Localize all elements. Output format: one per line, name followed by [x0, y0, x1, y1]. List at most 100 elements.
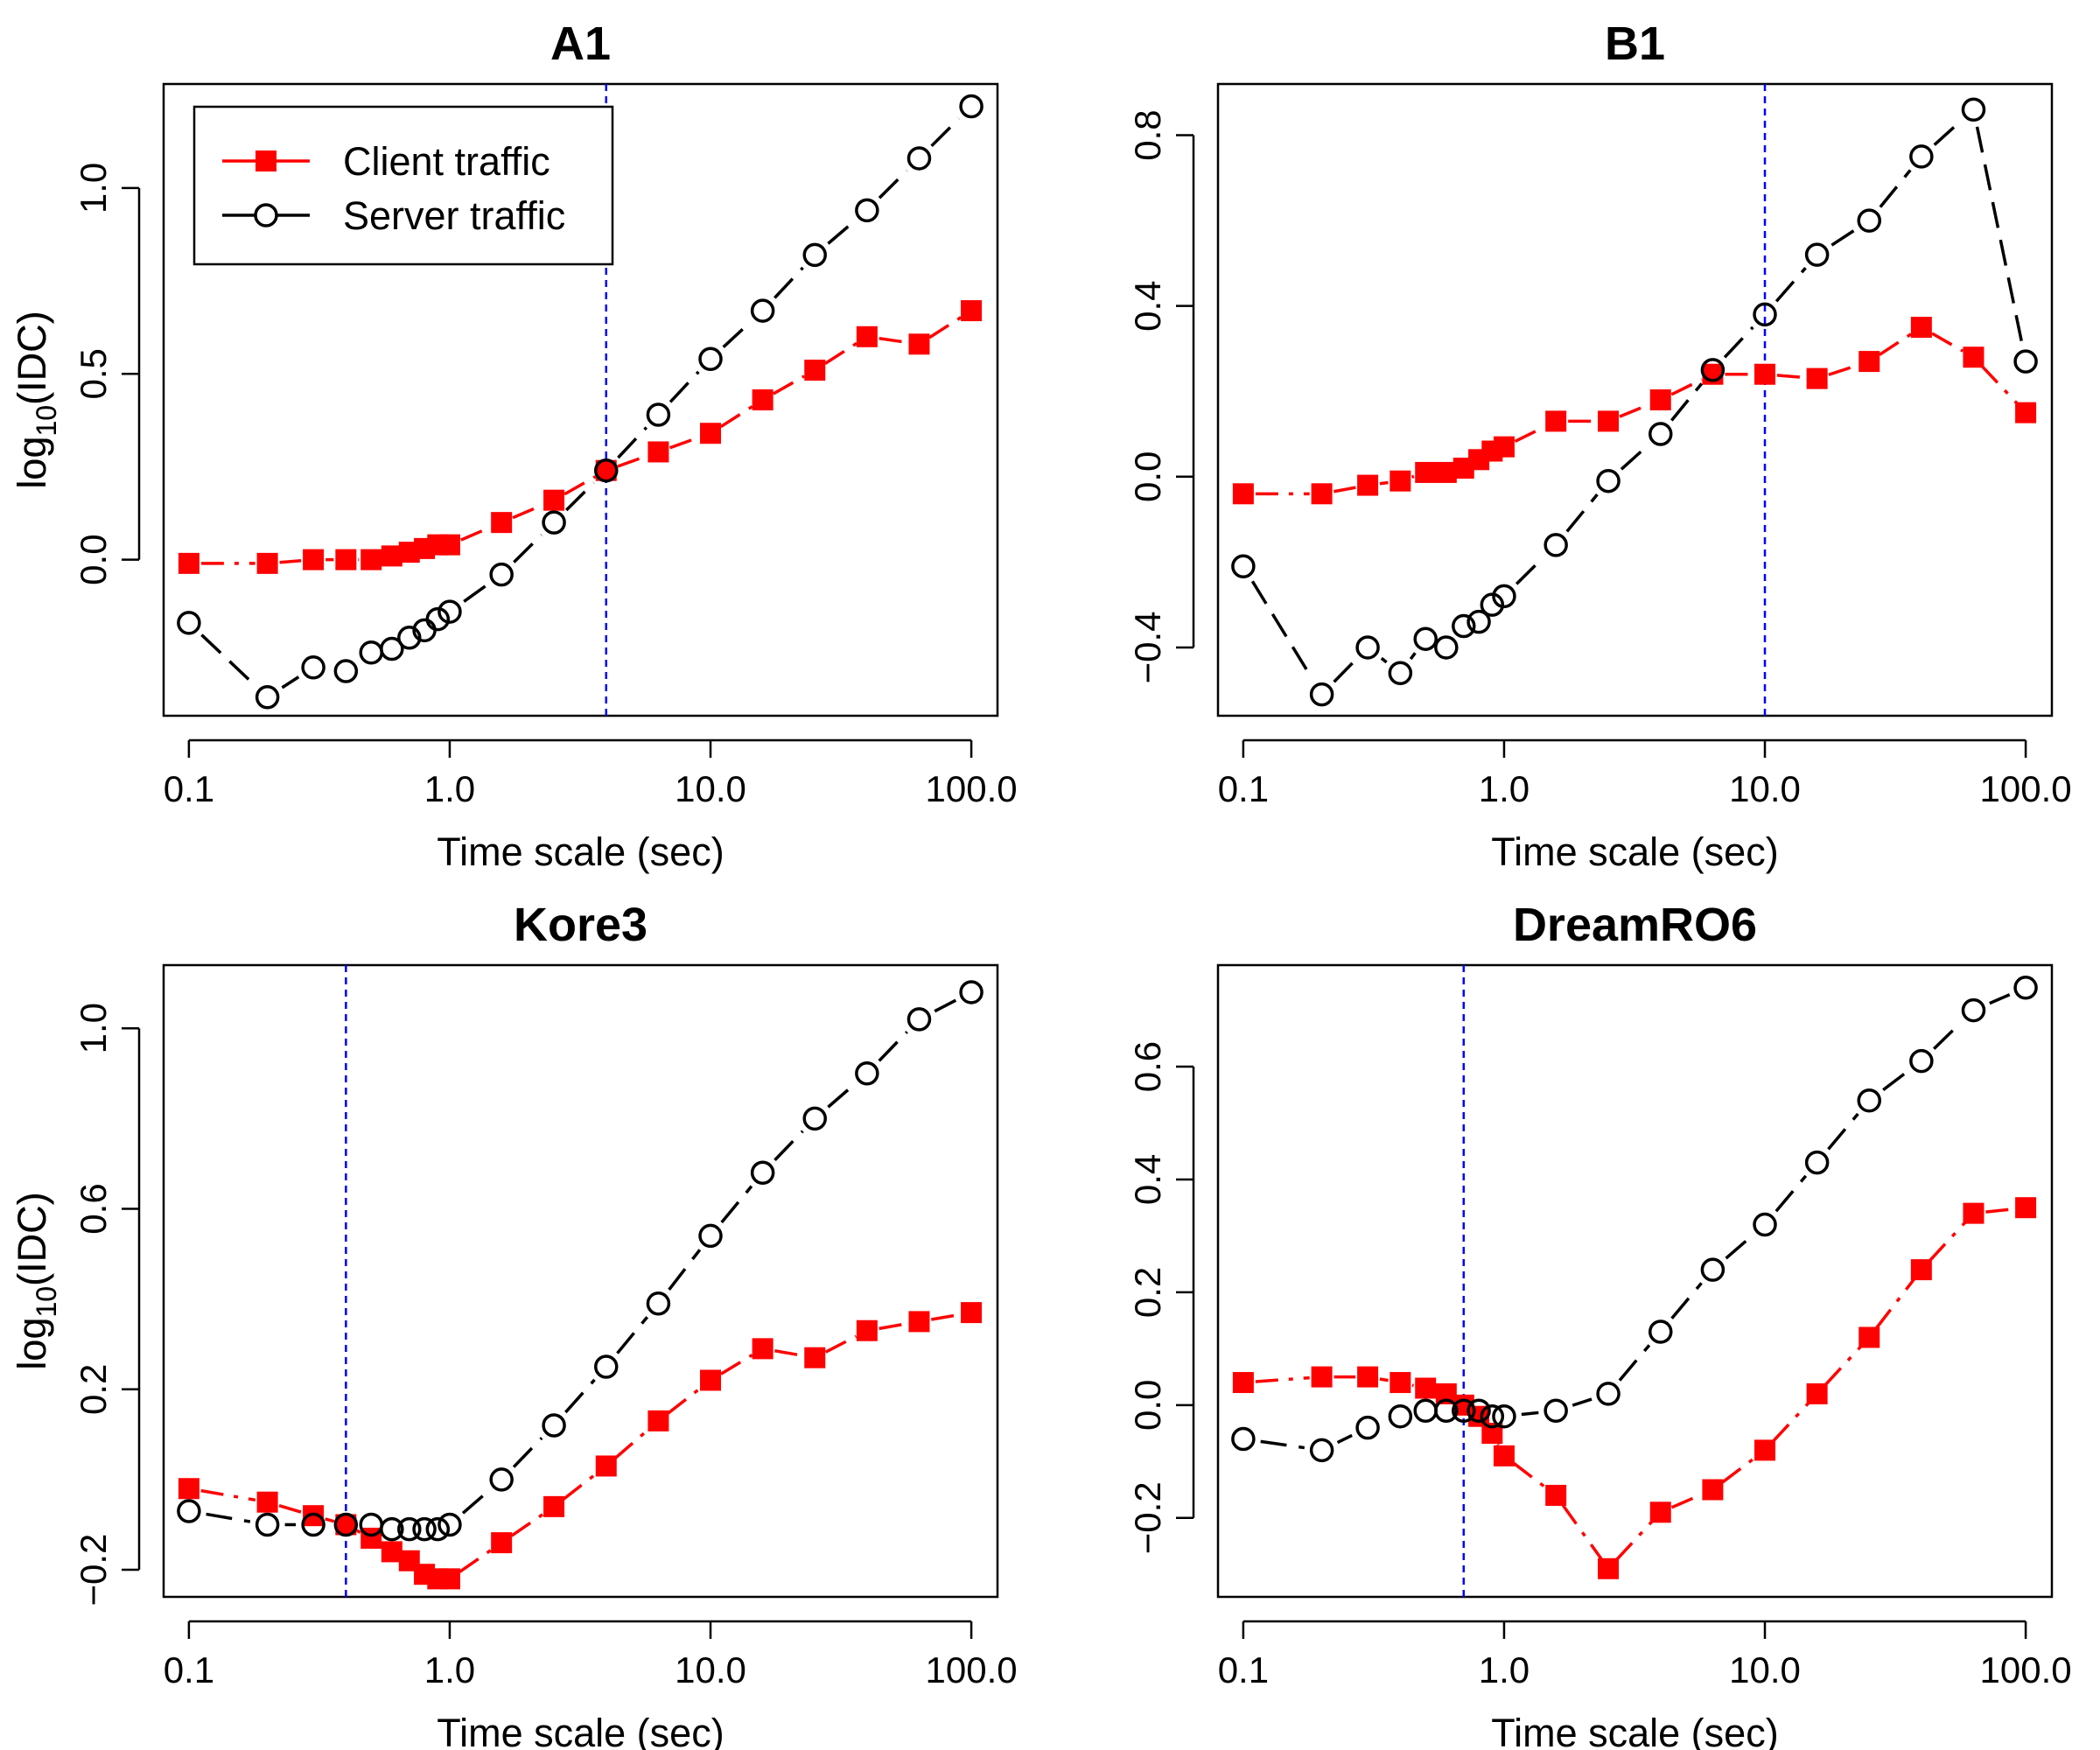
data-point-server: [1648, 422, 1673, 446]
series-segment: [1334, 486, 1356, 494]
series-segment: [1411, 474, 1415, 479]
data-point-client: [1963, 1202, 1984, 1224]
series-segment: [1379, 1377, 1389, 1382]
legend: Client traffic Server traffic: [192, 105, 614, 266]
data-point-server: [359, 640, 383, 665]
y-tick-label: −0.2: [1127, 1481, 1168, 1554]
data-point-server: [1492, 1404, 1516, 1429]
x-axis-label: Time scale (sec): [1491, 1711, 1778, 1750]
data-point-server: [301, 1512, 326, 1537]
series-segment: [1875, 1278, 1915, 1329]
data-point-client: [700, 423, 722, 444]
legend-box: [192, 105, 614, 266]
series-segment: [200, 1488, 256, 1502]
data-point-server: [1804, 242, 1830, 267]
y-tick-label: 0.4: [1127, 280, 1168, 331]
series-segment: [1670, 382, 1704, 422]
series-segment: [1774, 267, 1807, 303]
data-point-server: [1857, 208, 1881, 233]
series-segment: [878, 1322, 907, 1331]
x-tick-label: 10.0: [1729, 1649, 1801, 1690]
data-point-server: [1452, 613, 1476, 639]
data-point-server: [646, 1292, 671, 1316]
series-segment: [563, 1472, 598, 1501]
x-tick-label: 0.1: [1218, 768, 1269, 809]
data-point-client: [908, 1311, 930, 1333]
data-point-server: [1961, 97, 1986, 122]
data-point-client: [178, 1478, 200, 1500]
data-point-server: [1700, 1257, 1726, 1282]
series-segment: [1515, 556, 1545, 585]
y-label-rest: (IDC): [10, 311, 54, 404]
series-segment: [878, 169, 908, 200]
y-tick-label: 0.0: [73, 534, 114, 584]
data-point-server: [438, 599, 462, 624]
series-client-traffic: [1232, 317, 2037, 505]
series-segment: [512, 1437, 543, 1468]
series-segment: [1931, 332, 1964, 353]
series-segment: [1615, 1520, 1654, 1561]
plot-frame: [1216, 963, 2054, 1599]
y-label-subscript: 10: [31, 405, 62, 437]
series-segment: [564, 1378, 596, 1414]
plot-frame: [162, 82, 999, 718]
data-point-server: [2013, 349, 2038, 374]
series-segment: [463, 583, 488, 603]
x-axis-label: Time scale (sec): [437, 1711, 724, 1750]
x-tick-label: 0.1: [164, 768, 214, 809]
data-point-server: [698, 346, 723, 372]
data-point-server: [1544, 533, 1568, 557]
y-tick-label: 1.0: [73, 163, 114, 214]
y-label-base: log: [10, 1318, 54, 1370]
series-segment: [669, 436, 700, 450]
data-point-server: [489, 562, 514, 587]
data-point-server: [380, 636, 404, 662]
y-tick-label: −0.2: [73, 1534, 114, 1606]
series-segment: [1882, 1070, 1908, 1092]
series-segment: [1565, 494, 1599, 533]
legend-label-server: Server traffic: [343, 193, 565, 238]
data-point-client: [2015, 402, 2037, 424]
data-point-client: [648, 1410, 669, 1432]
data-point-server: [333, 1512, 359, 1537]
data-point-client: [1806, 368, 1828, 389]
data-point-server: [425, 606, 451, 632]
y-label-subscript: 10: [31, 405, 62, 437]
data-point-server: [1492, 584, 1516, 609]
series-segment: [774, 1130, 804, 1162]
data-point-client: [804, 1347, 826, 1368]
data-point-client: [1649, 1502, 1671, 1523]
series-segment: [1933, 120, 1962, 146]
series-segment: [1774, 1174, 1808, 1213]
data-point-client: [178, 552, 200, 574]
series-segment: [279, 559, 302, 564]
data-point-server: [397, 626, 422, 650]
data-point-server: [855, 198, 879, 223]
data-point-server: [1434, 1398, 1459, 1424]
data-point-server: [1700, 358, 1726, 382]
data-point-server: [1466, 609, 1491, 634]
series-segment: [614, 1427, 650, 1460]
y-label-subscript: 10: [31, 1286, 62, 1318]
data-point-client: [961, 300, 983, 322]
panel-kore3: Kore3 0.1 1.0 10.0 100.0 Time scale (sec) −0.2…: [10, 899, 1018, 1750]
series-segment: [878, 1031, 908, 1062]
data-point-client: [1858, 1326, 1880, 1348]
data-point-client: [700, 1369, 722, 1391]
series-segment: [1409, 652, 1417, 661]
y-label-rest: (IDC): [10, 1192, 54, 1285]
data-point-client: [804, 360, 826, 382]
series-segment: [1521, 1410, 1539, 1417]
legend-marker-client: [256, 150, 276, 172]
data-point-client: [1390, 1372, 1411, 1394]
data-point-client: [1910, 1259, 1932, 1281]
data-point-server: [906, 146, 932, 171]
y-tick-label: 0.5: [73, 348, 114, 399]
y-label-subscript: 10: [31, 1286, 62, 1318]
data-point-client: [1806, 1382, 1828, 1404]
data-point-server: [1413, 1398, 1438, 1424]
x-tick-label: 100.0: [926, 1649, 1018, 1690]
data-point-server: [542, 510, 566, 535]
data-point-server: [1480, 592, 1505, 617]
data-point-client: [856, 1320, 878, 1341]
